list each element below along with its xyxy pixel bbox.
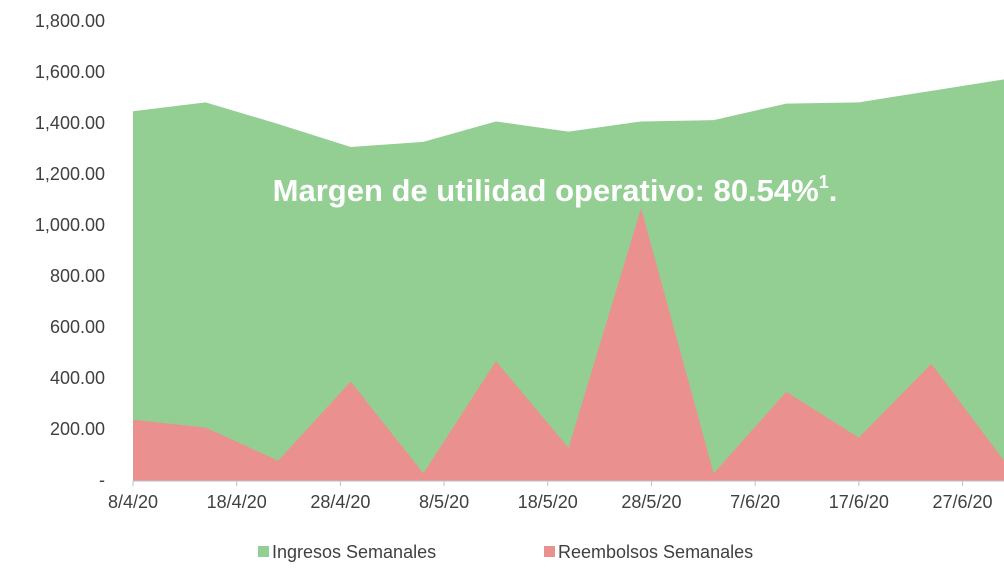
annotation: Margen de utilidad operativo: 80.54%1. <box>273 172 838 208</box>
x-tick-label: 27/6/20 <box>932 492 992 512</box>
annotation-superscript: 1 <box>819 172 829 192</box>
y-tick-label: 1,600.00 <box>35 62 105 82</box>
y-tick-label: 800.00 <box>50 266 105 286</box>
y-tick-label: - <box>99 470 105 490</box>
y-tick-label: 1,200.00 <box>35 164 105 184</box>
y-tick-label: 400.00 <box>50 368 105 388</box>
x-tick-label: 28/5/20 <box>621 492 681 512</box>
area <box>133 79 1004 481</box>
x-tick-label: 28/4/20 <box>310 492 370 512</box>
x-tick-label: 7/6/20 <box>730 492 780 512</box>
annotation-suffix: . <box>829 173 838 208</box>
y-tick-label: 1,800.00 <box>35 11 105 31</box>
y-tick-label: 200.00 <box>50 419 105 439</box>
x-tick-label: 18/4/20 <box>207 492 267 512</box>
area <box>133 208 1004 481</box>
annotation-text: Margen de utilidad operativo: 80.54% <box>273 173 819 208</box>
x-tick-label: 8/5/20 <box>419 492 469 512</box>
x-tick-label: 8/4/20 <box>108 492 158 512</box>
y-tick-label: 1,000.00 <box>35 215 105 235</box>
x-tick-label: 18/5/20 <box>518 492 578 512</box>
legend-swatch <box>258 546 269 557</box>
legend-swatch <box>544 546 555 557</box>
legend-label: Ingresos Semanales <box>272 542 436 562</box>
y-tick-label: 1,400.00 <box>35 113 105 133</box>
y-tick-label: 600.00 <box>50 317 105 337</box>
x-tick-label: 17/6/20 <box>829 492 889 512</box>
legend-label: Reembolsos Semanales <box>558 542 753 562</box>
